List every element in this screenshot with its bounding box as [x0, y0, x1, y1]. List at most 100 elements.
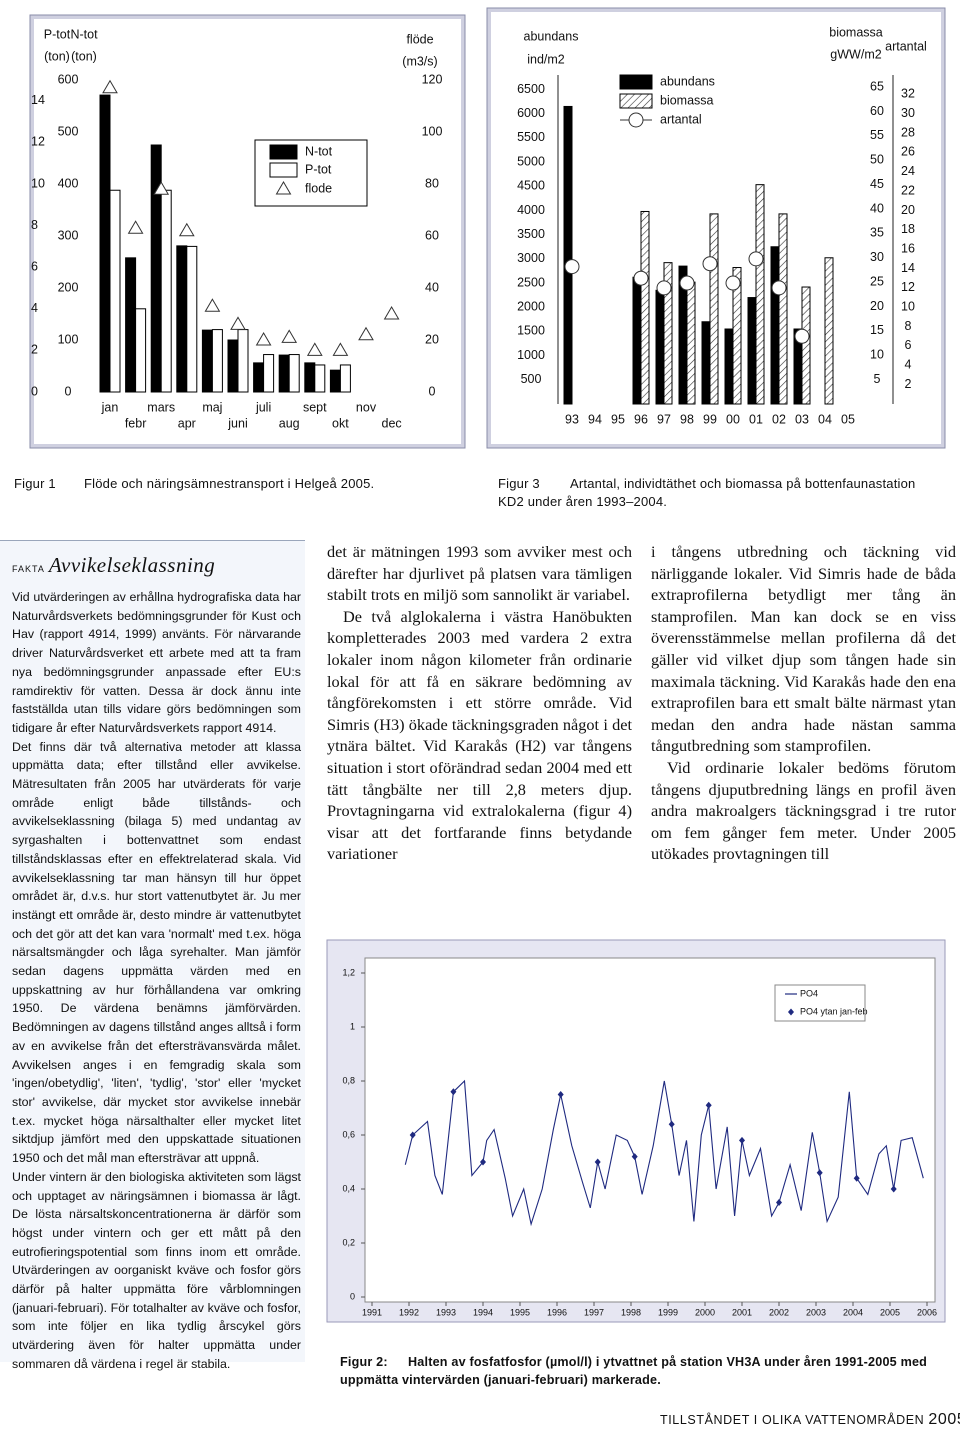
- marker: [230, 316, 246, 330]
- marker: [306, 342, 323, 356]
- x-tick-label: 1997: [584, 1307, 604, 1317]
- fakta-title: Avvikelseklassning: [48, 553, 216, 577]
- caption-text: Flöde och näringsämnestransport i Helgeå…: [84, 476, 375, 491]
- marker: [153, 181, 170, 195]
- y-tick-label: 200: [58, 280, 79, 294]
- y-tick-label: 2000: [517, 300, 545, 314]
- bar: [640, 210, 650, 405]
- x-tick-label: febr: [125, 416, 147, 430]
- x-tick-label: 97: [657, 412, 671, 426]
- paragraph: i tångens utbredning och täckning vid nä…: [651, 542, 956, 756]
- marker: [771, 280, 787, 296]
- bar: [99, 94, 111, 393]
- x-tick-label: 00: [726, 412, 740, 426]
- y-tick-label: 32: [901, 87, 915, 101]
- marker: [725, 275, 741, 291]
- caption-label: Figur 2:: [340, 1355, 388, 1369]
- fakta-paragraph: Det finns där två alternativa metoder at…: [12, 739, 301, 1166]
- y-tick-label: 500: [521, 372, 542, 386]
- y-tick-label: 15: [870, 323, 884, 337]
- caption-label: Figur 1: [14, 476, 56, 491]
- marker: [633, 270, 649, 286]
- y-tick-label: 4: [905, 358, 912, 372]
- x-tick-label: sept: [303, 400, 327, 414]
- legend-label: biomassa: [660, 93, 714, 107]
- bar: [314, 364, 326, 393]
- y-tick-label: 30: [901, 106, 915, 120]
- bar: [288, 354, 300, 393]
- y-tick-label: 12: [901, 280, 915, 294]
- y-tick-label: 3000: [517, 251, 545, 265]
- bar: [747, 297, 757, 405]
- axis-title: (ton): [44, 49, 70, 63]
- y-tick-label: 0,4: [342, 1183, 355, 1193]
- y-tick-label: 8: [31, 218, 38, 232]
- y-tick-label: 26: [901, 145, 915, 159]
- y-tick-label: 1,2: [342, 967, 355, 977]
- legend-label: PO4: [800, 988, 818, 998]
- marker: [480, 1158, 486, 1166]
- bar: [329, 369, 341, 393]
- y-tick-label: 5000: [517, 154, 545, 168]
- axis-title: artantal: [885, 39, 927, 53]
- bar: [755, 184, 765, 405]
- marker: [656, 280, 672, 296]
- bar: [339, 364, 351, 393]
- legend-swatch: [269, 144, 298, 160]
- axis-title: (m3/s): [402, 54, 437, 68]
- x-tick-label: 04: [818, 412, 832, 426]
- y-tick-label: 2500: [517, 275, 545, 289]
- y-tick-label: 3500: [517, 227, 545, 241]
- bar: [778, 213, 788, 405]
- y-tick-label: 40: [870, 201, 884, 215]
- y-tick-label: 6: [905, 338, 912, 352]
- legend-box: [774, 984, 866, 1022]
- y-tick-label: 500: [58, 124, 79, 138]
- legend-swatch: [269, 162, 298, 178]
- y-tick-label: 8: [905, 319, 912, 333]
- axis-title: N-tot: [70, 27, 98, 41]
- marker: [679, 275, 695, 291]
- axis-title: gWW/m2: [830, 47, 881, 61]
- bar: [770, 246, 780, 405]
- y-tick-label: 24: [901, 164, 915, 178]
- caption-label: Figur 3: [498, 476, 540, 491]
- y-tick-label: 5: [874, 372, 881, 386]
- bar: [211, 329, 223, 393]
- x-tick-label: 2004: [843, 1307, 863, 1317]
- bar: [201, 329, 213, 393]
- x-tick-label: 01: [749, 412, 763, 426]
- footer-section: TILLSTÅNDET I OLIKA VATTENOMRÅDEN: [660, 1413, 925, 1427]
- x-tick-label: okt: [332, 416, 349, 430]
- y-tick-label: 18: [901, 222, 915, 236]
- fakta-paragraph: Under vintern är den biologiska aktivite…: [12, 1169, 301, 1371]
- y-tick-label: 10: [870, 348, 884, 362]
- x-tick-label: aug: [279, 416, 300, 430]
- x-tick-label: 1999: [658, 1307, 678, 1317]
- x-tick-label: 1996: [547, 1307, 567, 1317]
- marker: [178, 222, 195, 237]
- text-column: i tångens utbredning och täckning vid nä…: [651, 541, 956, 865]
- bar: [632, 276, 642, 405]
- y-tick-label: 6000: [517, 106, 545, 120]
- bar: [125, 257, 137, 393]
- y-tick-label: 10: [901, 300, 915, 314]
- y-tick-label: 4: [31, 301, 38, 315]
- y-tick-label: 35: [870, 226, 884, 240]
- y-tick-label: 6: [31, 259, 38, 273]
- y-tick-label: 10: [31, 176, 45, 190]
- x-tick-label: 02: [772, 412, 786, 426]
- y-tick-label: 20: [901, 203, 915, 217]
- marker: [204, 298, 221, 312]
- footer: TILLSTÅNDET I OLIKA VATTENOMRÅDEN 200511: [660, 1410, 960, 1430]
- bar: [732, 267, 742, 405]
- y-tick-label: 0: [65, 384, 72, 398]
- x-tick-label: 03: [795, 412, 809, 426]
- bar: [701, 321, 711, 405]
- bar: [801, 286, 811, 405]
- legend-label: flode: [305, 181, 332, 195]
- y-tick-label: 6500: [517, 82, 545, 96]
- marker: [631, 1153, 638, 1161]
- bar: [263, 354, 275, 393]
